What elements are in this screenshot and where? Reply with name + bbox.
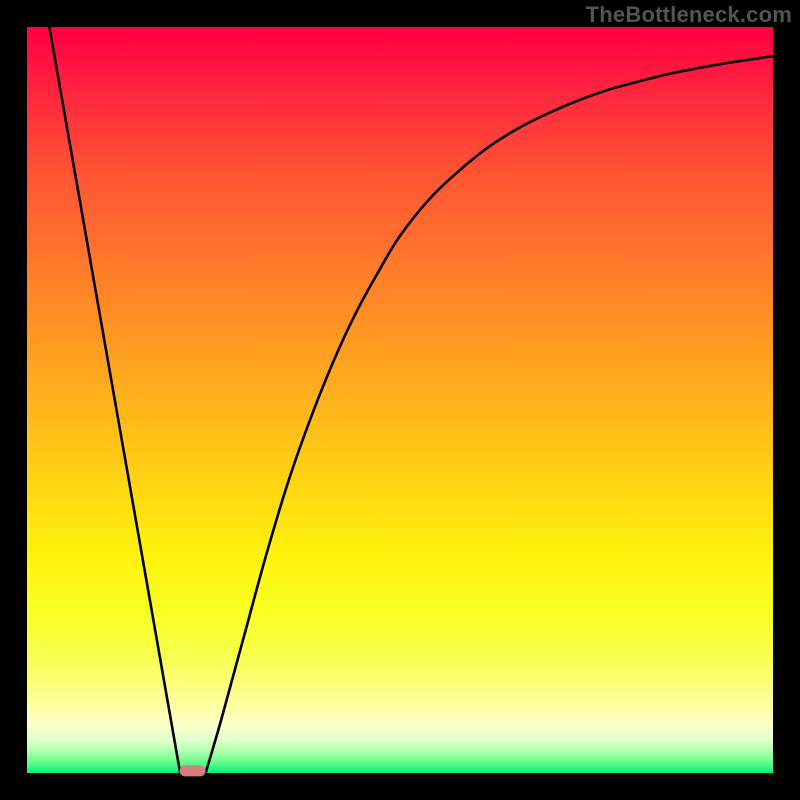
right-curve bbox=[206, 56, 773, 771]
chart-frame: TheBottleneck.com bbox=[0, 0, 800, 800]
bottleneck-curve bbox=[27, 27, 773, 773]
plot-area bbox=[27, 27, 773, 773]
optimal-marker bbox=[179, 765, 206, 776]
watermark-text: TheBottleneck.com bbox=[586, 2, 792, 28]
left-line bbox=[49, 27, 180, 772]
